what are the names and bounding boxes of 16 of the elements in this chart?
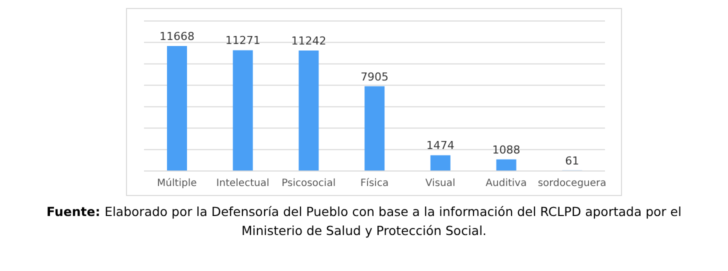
source-note: Fuente: <box>46 204 102 219</box>
x-tick-label: Psicosocial <box>282 178 336 190</box>
data-label: 61 <box>565 154 580 168</box>
data-label: 11271 <box>225 34 260 48</box>
x-tick-label: Visual <box>425 178 456 190</box>
x-tick-label: Múltiple <box>157 178 197 190</box>
x-tick-label: Intelectual <box>216 178 270 190</box>
x-tick-label: Auditiva <box>486 178 527 190</box>
text: Elaborado por la Defensoría del Pueblo con base a la información del RCLPD aportada por el Ministerio de Salud y Protección Social. <box>104 204 682 238</box>
data-label: 11668 <box>160 30 194 43</box>
data-label: 7905 <box>360 70 389 84</box>
data-label: 11242 <box>291 34 326 48</box>
x-tick-label: Física <box>360 178 389 190</box>
data-label: 1474 <box>426 139 454 152</box>
x-tick-label: sordoceguera <box>538 178 606 190</box>
data-label: 1088 <box>492 143 520 156</box>
